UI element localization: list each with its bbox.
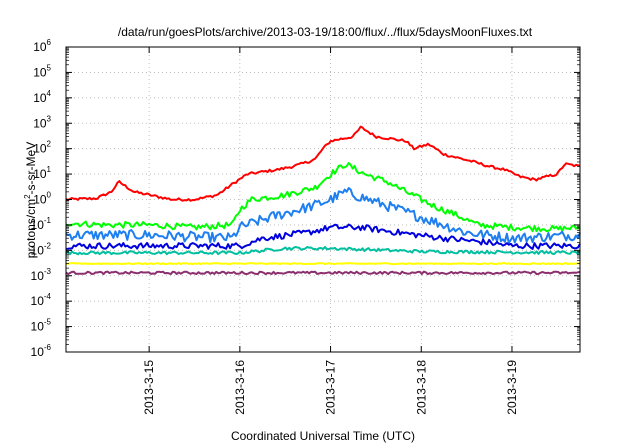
- plot-frame: [65, 46, 581, 353]
- y-axis-title: protons/cm2-s-sr-MeV: [23, 142, 38, 258]
- y-tick-labels: 10-6 10-5 10-4 10-3 10-2 10-1 100 101 102 103 104 1…: [31, 38, 52, 359]
- x-tick-labels: 2013-3-15 2013-3-16 2013-3-17 2013-3-18 2013…: [142, 360, 519, 415]
- series-line-1: [65, 162, 581, 233]
- series-line-6: [65, 270, 581, 276]
- x-axis-title: Coordinated Universal Time (UTC): [231, 429, 415, 443]
- y-tick-label: 10-4: [31, 292, 52, 308]
- y-tick-label: 105: [33, 63, 51, 79]
- y-tick-label: 10-5: [31, 318, 52, 334]
- data-series: [65, 125, 581, 276]
- series-line-3: [65, 223, 581, 250]
- y-tick-label: 106: [33, 38, 51, 54]
- chart-title: /data/run/goesPlots/archive/2013-03-19/1…: [118, 25, 533, 39]
- x-tick-label: 2013-3-16: [233, 360, 247, 415]
- y-tick-label: 10-6: [31, 343, 52, 359]
- y-tick-label: 102: [33, 140, 51, 156]
- x-tick-label: 2013-3-17: [324, 360, 338, 415]
- x-tick-label: 2013-3-15: [142, 360, 156, 415]
- y-tick-label: 10-3: [31, 267, 52, 283]
- series-line-2: [65, 187, 581, 244]
- y-tick-label: 10-2: [31, 241, 52, 257]
- series-line-5: [65, 262, 581, 266]
- y-tick-label: 101: [33, 165, 51, 181]
- y-tick-label: 100: [33, 191, 51, 207]
- y-tick-label: 10-1: [31, 216, 52, 232]
- y-tick-label: 104: [33, 89, 51, 105]
- x-tick-label: 2013-3-18: [414, 360, 428, 415]
- series-line-0: [65, 125, 581, 202]
- series-line-4: [65, 246, 581, 256]
- y-tick-label: 103: [33, 114, 51, 130]
- x-tick-label: 2013-3-19: [505, 360, 519, 415]
